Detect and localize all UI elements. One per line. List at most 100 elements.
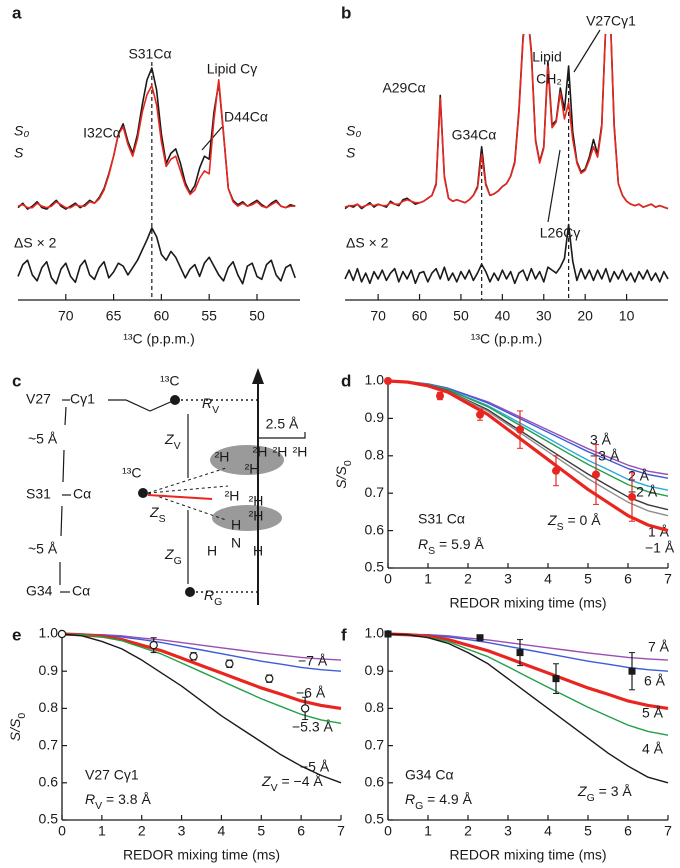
atom-label: Cα [72, 583, 90, 599]
x-tick-label: 1 [424, 571, 432, 587]
deuteron-label: ²H [245, 461, 260, 477]
data-point [189, 652, 198, 661]
arrow-head [252, 368, 264, 384]
amine-label: N [231, 535, 241, 551]
panel-letter: c [12, 371, 21, 390]
panel-letter: d [341, 371, 351, 390]
x-tick-label: 30 [536, 308, 552, 324]
x-tick-label: 7 [337, 823, 345, 839]
distance-label: ZV [164, 431, 181, 452]
distance-label: ZG [164, 546, 182, 567]
distance-label-part: V [174, 440, 181, 452]
x-axis-label: REDOR mixing time (ms) [449, 847, 606, 863]
curve-label: −5.3 Å [292, 719, 334, 735]
x-tick-label: 50 [249, 308, 265, 324]
data-point [436, 391, 444, 400]
x-axis-label: REDOR mixing time (ms) [123, 847, 280, 863]
x-tick-label: 4 [218, 823, 226, 839]
curve-label: 7 Å [648, 639, 670, 655]
curve-label: −1 Å [645, 540, 675, 556]
x-tick-label: 3 [178, 823, 186, 839]
x-tick-label: 7 [664, 571, 672, 587]
x-axis-label: ¹³C (p.p.m.) [471, 331, 543, 347]
isotope-label: ¹³C [122, 465, 141, 481]
x-tick-label: 40 [495, 308, 511, 324]
curve-label: 3 Å [590, 432, 612, 448]
deuteron-label: ²H [215, 449, 230, 465]
panel-letter: e [12, 625, 21, 644]
data-point [476, 634, 484, 642]
spacing-label: ~5 Å [28, 431, 58, 447]
backbone [62, 449, 65, 483]
legend-label: S [14, 145, 24, 161]
data-point [300, 704, 310, 713]
y-tick-label: 0.8 [365, 699, 385, 715]
peak-label: V27Cγ1 [586, 13, 636, 29]
data-point-group [476, 634, 484, 642]
coupling-line [147, 467, 227, 494]
x-tick-label: 6 [624, 823, 632, 839]
panel-annotation: V27 Cγ1 [85, 767, 139, 783]
data-point-group [225, 659, 234, 668]
data-point [265, 674, 274, 683]
peak-label: S31Cα [128, 46, 171, 62]
y-tick-label: 0.6 [365, 774, 385, 790]
data-point [384, 377, 392, 385]
y-axis-label-part: 0 [16, 713, 28, 719]
x-tick-label: 0 [384, 823, 392, 839]
panel-annotation-part: S [428, 545, 435, 557]
curve-label: ZS = 0 Å [547, 512, 601, 533]
spectrum-line [344, 34, 669, 210]
model-curve [387, 633, 669, 736]
y-axis-label: S/S0 [333, 460, 354, 489]
y-tick-label: 1.0 [365, 372, 385, 388]
peak-label: CH₂ [536, 71, 562, 87]
y-tick-label: 0.5 [365, 559, 385, 575]
panel-annotation: S31 Cα [418, 511, 465, 527]
spectrum-line [17, 227, 296, 285]
data-point-group [592, 444, 600, 505]
x-tick-label: 7 [664, 823, 672, 839]
distance-label: RV [202, 395, 219, 416]
panel-letter: a [12, 3, 22, 22]
x-axis-label: REDOR mixing time (ms) [449, 595, 606, 611]
isotope-label: ¹³C [160, 373, 179, 389]
deuteron-label: ²H [225, 488, 240, 504]
x-tick-label: 70 [370, 308, 386, 324]
x-tick-label: 60 [154, 308, 170, 324]
data-point-group [516, 410, 524, 449]
x-tick-label: 3 [504, 571, 512, 587]
model-curve [387, 379, 669, 533]
x-axis-label: ¹³C (p.p.m.) [123, 331, 195, 347]
x-tick-label: 1 [98, 823, 106, 839]
panel-letter: b [341, 3, 351, 22]
y-tick-label: 0.6 [365, 521, 385, 537]
panel-annotation: RG = 4.9 Å [405, 791, 473, 812]
side-chain [108, 399, 176, 412]
panel-annotation: RV = 3.8 Å [85, 791, 151, 812]
panel-annotation-part: V [95, 800, 102, 812]
data-point-group [436, 391, 444, 401]
x-tick-label: 50 [453, 308, 469, 324]
y-tick-label: 0.7 [365, 484, 385, 500]
data-point [516, 425, 524, 434]
y-tick-label: 0.5 [39, 811, 59, 827]
x-tick-label: 60 [412, 308, 428, 324]
annotation-leader [547, 149, 561, 223]
data-point-group [552, 455, 560, 487]
curve-label: −5 Å [300, 759, 330, 775]
panel-letter: f [341, 625, 347, 644]
data-point-group [516, 639, 524, 667]
data-point [225, 659, 234, 668]
legend-label: ΔS × 2 [346, 235, 389, 251]
y-tick-label: 0.7 [39, 736, 59, 752]
distance-label-part: V [212, 404, 219, 416]
panel-annotation: RS = 5.9 Å [418, 536, 484, 557]
data-point-group [476, 408, 484, 421]
panel-annotation-part: R [85, 791, 95, 807]
y-axis-label: S/S0 [7, 713, 28, 742]
curve-label: 6 Å [644, 673, 666, 689]
distance-label-part: R [202, 395, 212, 411]
atom-label: Cγ1 [70, 391, 95, 407]
data-point [384, 630, 392, 638]
